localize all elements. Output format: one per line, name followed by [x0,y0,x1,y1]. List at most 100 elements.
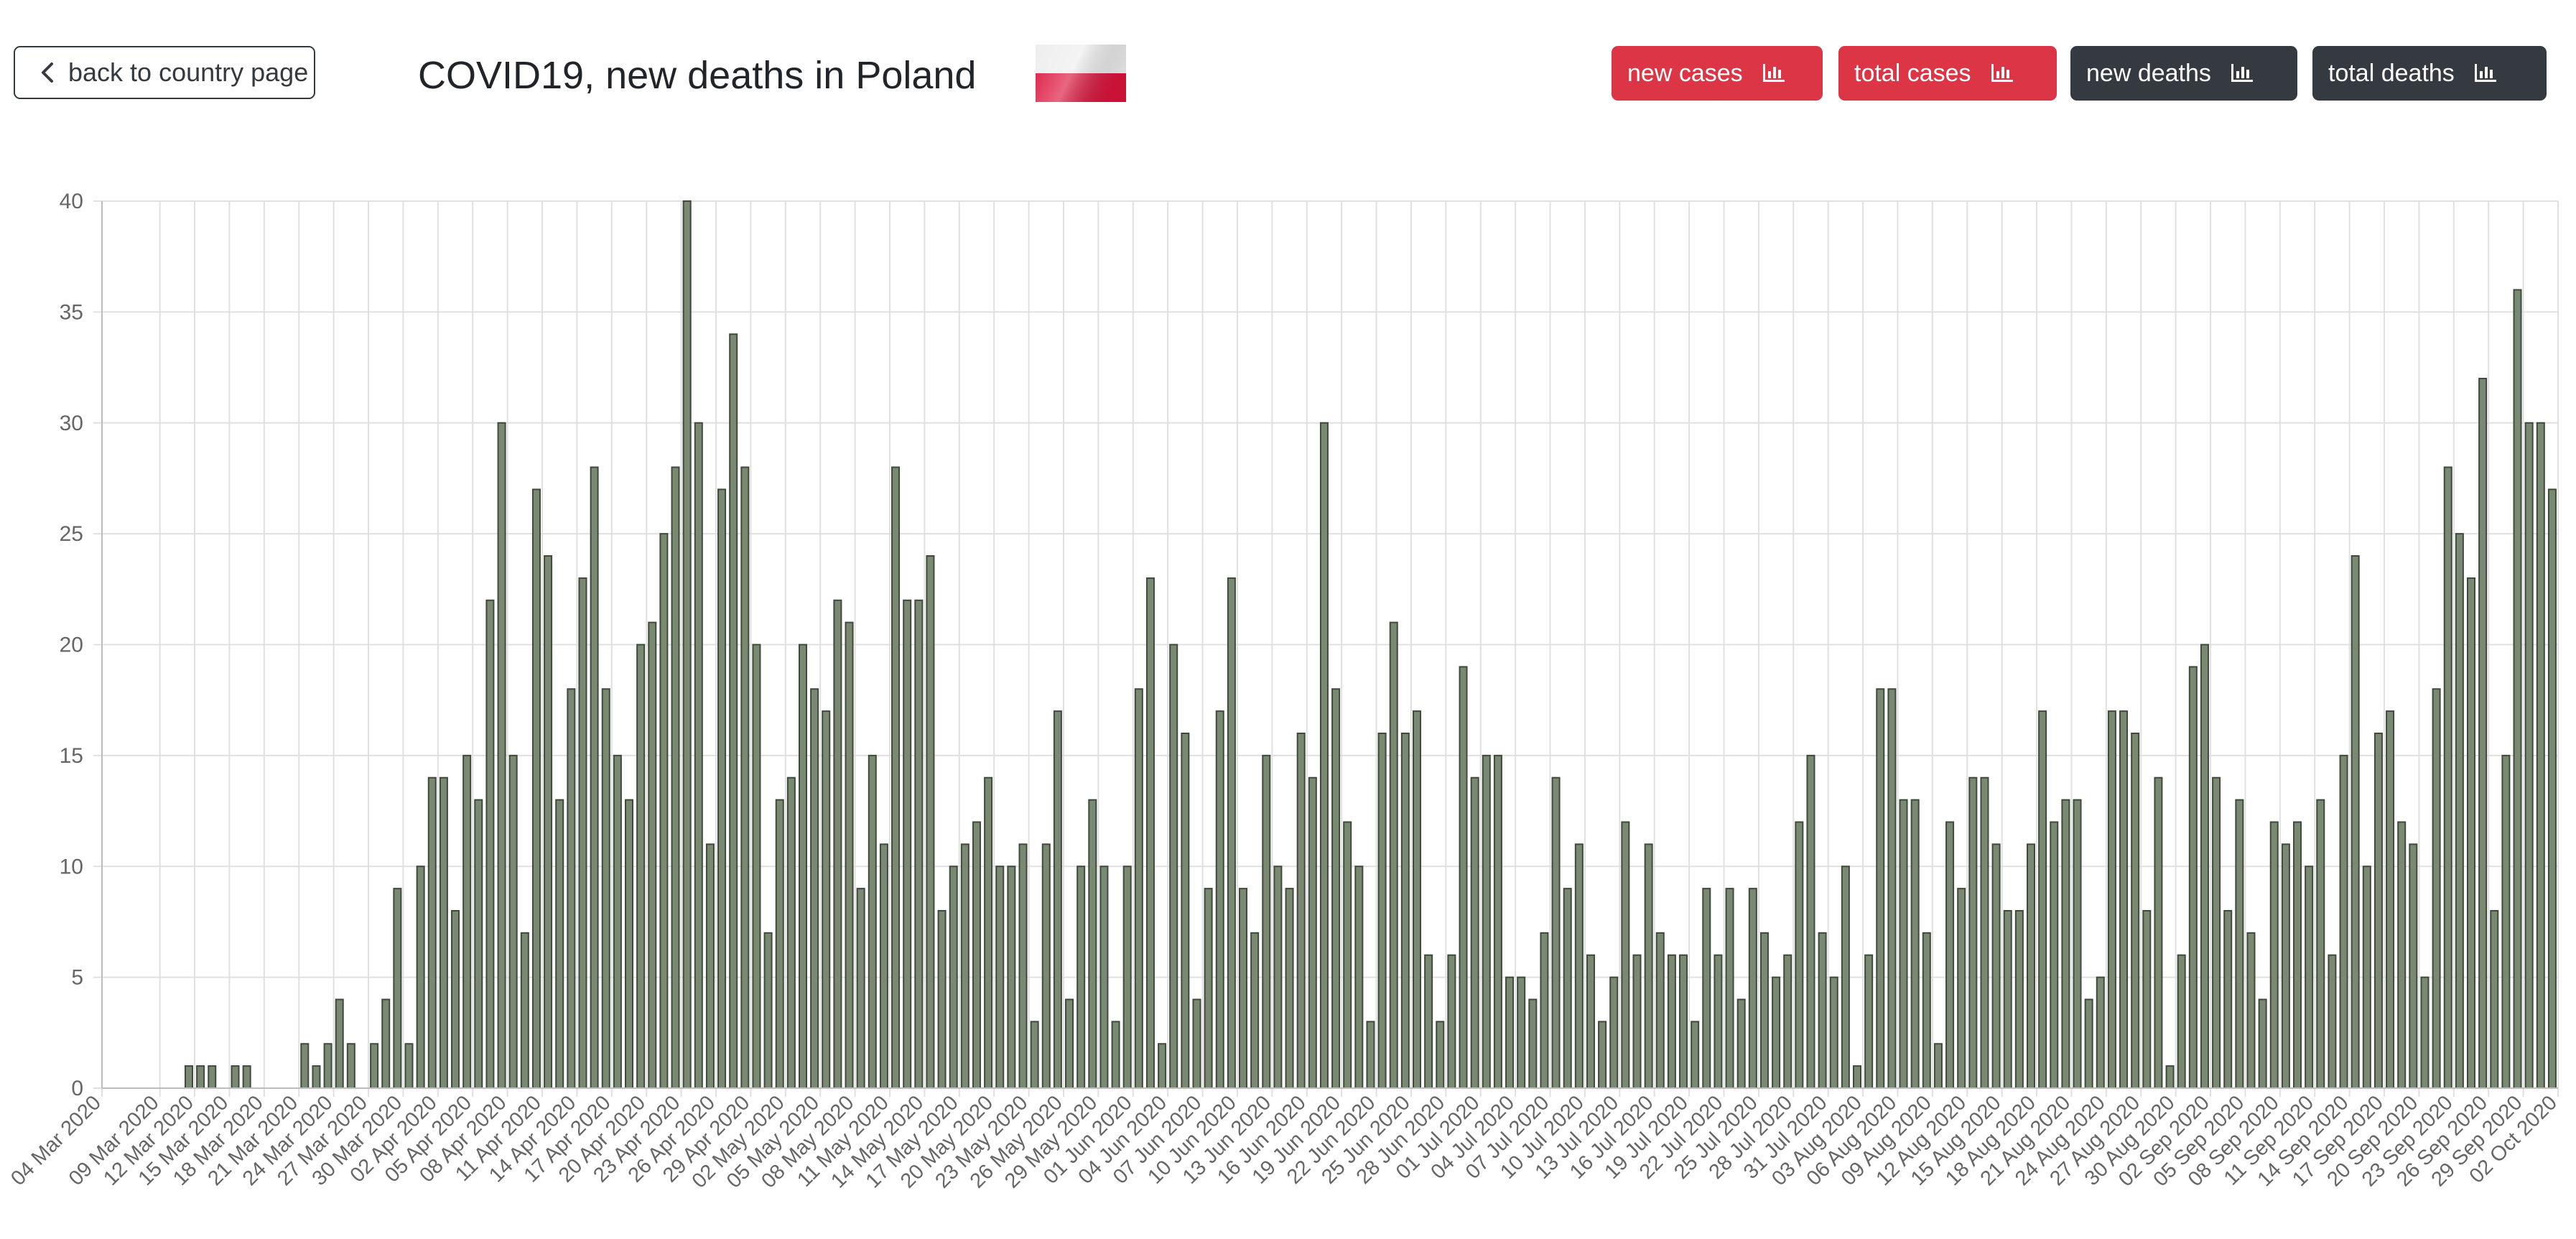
bar [1354,866,1364,1089]
bar [1041,843,1051,1089]
bar [404,1043,414,1089]
back-button-label: back to country page [68,57,309,87]
bar [2409,843,2418,1089]
bar-chart-icon [1991,64,2013,82]
y-tick-label: 10 [60,855,83,878]
bar [2223,910,2233,1089]
bar [1759,932,1769,1089]
bar [531,488,541,1089]
bar [2050,821,2059,1089]
total-cases-label: total cases [1854,59,1971,87]
new-deaths-button[interactable]: new deaths [2070,46,2297,101]
bar [1829,976,1838,1089]
bar [1424,954,1433,1089]
bar [1783,954,1792,1089]
y-tick-label: 25 [60,522,83,546]
bar [1957,888,1966,1089]
bar [590,466,599,1089]
bar [1111,1021,1120,1089]
total-cases-button[interactable]: total cases [1838,46,2057,101]
bar [2501,754,2511,1089]
bar [1655,932,1665,1089]
bar [694,422,703,1089]
bar [2420,976,2429,1089]
bar [2235,799,2244,1089]
bar [1528,998,1538,1089]
total-deaths-button[interactable]: total deaths [2312,46,2547,101]
bar [1158,1043,1167,1089]
bar [2328,954,2337,1089]
bar [2084,998,2093,1089]
new-cases-button[interactable]: new cases [1612,46,1823,101]
bar [2131,733,2140,1089]
bar [1459,666,1468,1089]
back-to-country-button[interactable]: back to country page [14,46,315,99]
bar [1714,954,1723,1089]
bar [2119,710,2129,1089]
bar [914,599,924,1089]
bar [879,843,888,1089]
bar [427,776,437,1089]
bar [2305,866,2314,1089]
bar [1586,954,1595,1089]
bar [2397,821,2407,1089]
bar [370,1043,379,1089]
y-tick-label: 0 [71,1077,83,1100]
bar [868,754,877,1089]
bar [2455,533,2464,1089]
y-tick-label: 30 [60,412,83,435]
bar [1215,710,1224,1089]
bar [798,644,807,1089]
bar [1273,866,1283,1089]
bar [2513,289,2522,1089]
bar [856,888,865,1089]
bar-chart-icon [2231,64,2253,82]
bar [763,932,773,1089]
bar [2165,1065,2175,1089]
bar [242,1065,251,1089]
bar [1841,866,1850,1089]
bar [1192,998,1201,1089]
bar [1239,888,1248,1089]
bar [845,621,854,1089]
bar [439,776,448,1089]
bar [1505,976,1515,1089]
poland-flag-icon [1036,45,1126,102]
bar [462,754,472,1089]
bar [2200,644,2209,1089]
bar [1991,843,2001,1089]
bar [1389,621,1398,1089]
bar [775,799,784,1089]
bar [960,843,970,1089]
bar [300,1043,310,1089]
bar [1644,843,1653,1089]
bar [1980,776,1989,1089]
bar [2351,555,2360,1089]
bar [1818,932,1827,1089]
bar [2026,843,2035,1089]
bar [2536,422,2545,1089]
bar [1077,866,1086,1089]
bar [1285,888,1294,1089]
bar [2038,710,2047,1089]
y-tick-label: 15 [60,744,83,768]
bar [1772,976,1781,1089]
bar [312,1065,321,1089]
bar [1181,733,1190,1089]
bar [1319,422,1329,1089]
bar [474,799,483,1089]
bar [1296,733,1306,1089]
bar [1088,799,1097,1089]
bar [196,1065,205,1089]
bar [2490,910,2499,1089]
bar [520,932,529,1089]
bar [2524,422,2534,1089]
bar [1945,821,1955,1089]
bar [2386,710,2395,1089]
bar [2316,799,2325,1089]
bar [949,866,958,1089]
bar [613,754,622,1089]
bar [717,488,727,1089]
bar [1493,754,1502,1089]
